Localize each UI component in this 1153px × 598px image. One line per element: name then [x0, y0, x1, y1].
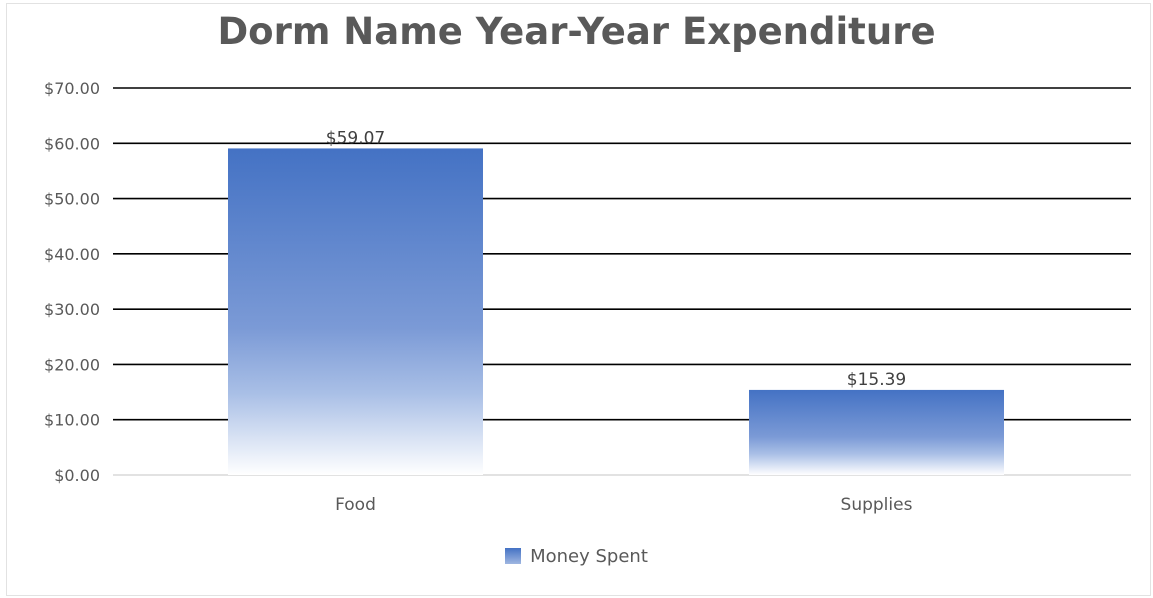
x-tick-label-supplies: Supplies: [841, 495, 913, 515]
y-tick-label: $50.00: [44, 190, 100, 209]
legend-label-money-spent: Money Spent: [530, 546, 648, 567]
y-tick-label: $10.00: [44, 411, 100, 430]
data-label-supplies: $15.39: [847, 370, 906, 390]
y-tick-label: $40.00: [44, 245, 100, 264]
legend-swatch-money-spent: [505, 548, 522, 564]
x-tick-label-food: Food: [335, 495, 376, 515]
y-tick-label: $20.00: [44, 355, 100, 374]
bar-food: [228, 148, 483, 475]
y-tick-label: $60.00: [44, 134, 100, 153]
chart-frame: [6, 3, 1151, 596]
y-tick-label: $0.00: [54, 466, 100, 485]
y-tick-label: $30.00: [44, 300, 100, 319]
chart-title: Dorm Name Year-Year Expenditure: [217, 10, 936, 53]
bar-supplies: [749, 389, 1004, 475]
y-tick-label: $70.00: [44, 79, 100, 98]
legend: Money Spent: [0, 546, 1153, 567]
data-label-food: $59.07: [326, 128, 385, 148]
